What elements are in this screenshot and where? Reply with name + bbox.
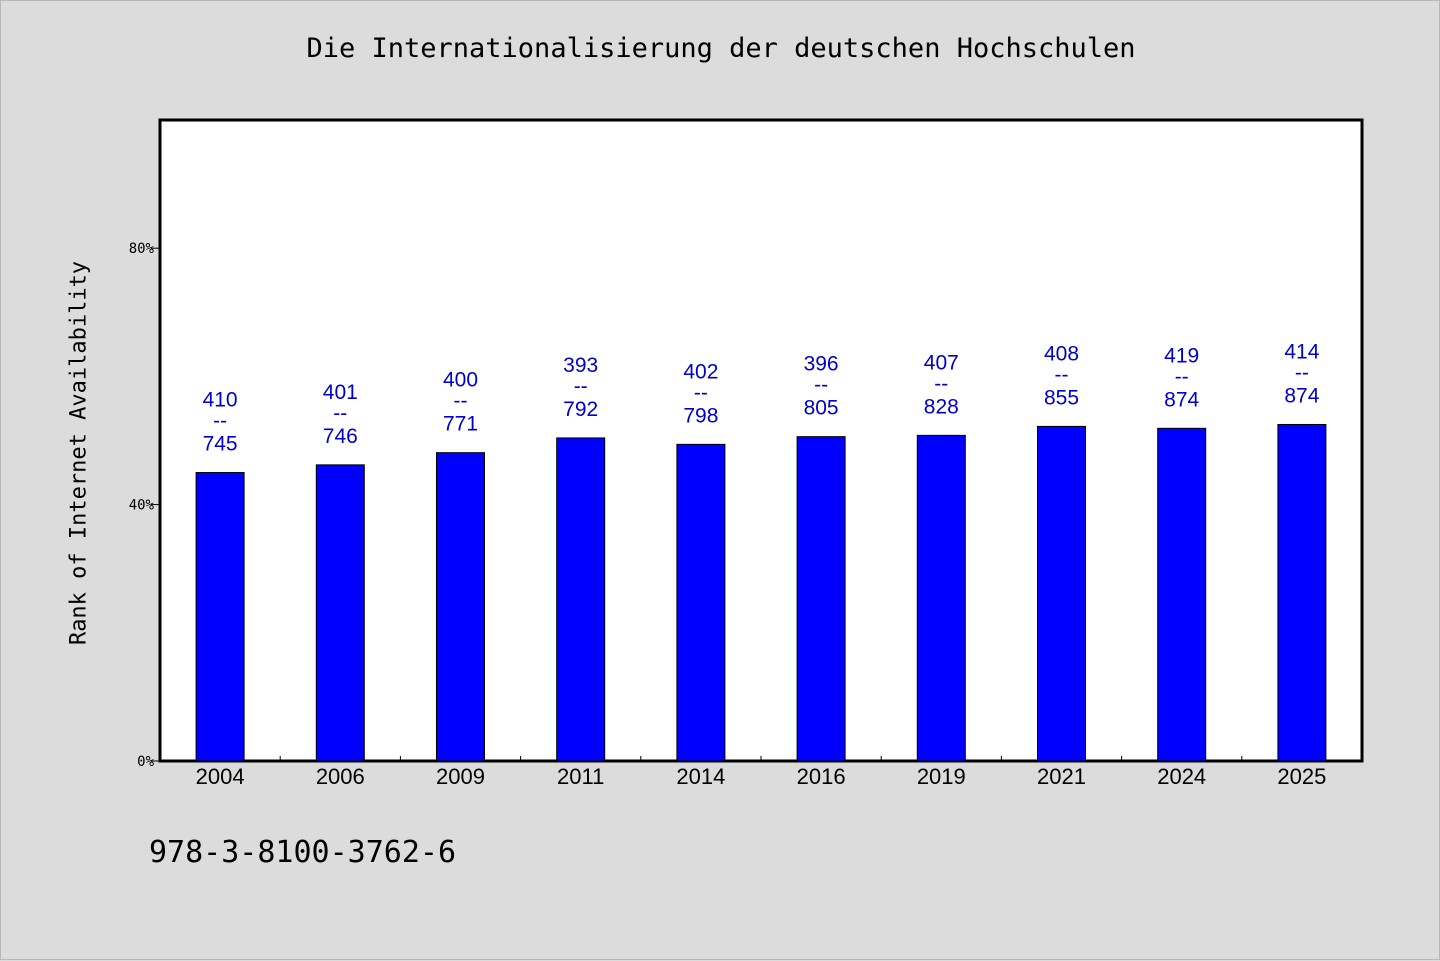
x-tick-label: 2024	[1157, 764, 1206, 789]
data-label-separator: --	[1055, 363, 1069, 386]
data-label-bottom: 792	[563, 398, 598, 421]
x-tick-label: 2014	[676, 764, 725, 789]
data-label-bottom: 874	[1164, 388, 1199, 411]
data-label-top: 396	[804, 353, 839, 376]
data-label-bottom: 798	[683, 404, 718, 427]
data-label-separator: --	[1295, 361, 1309, 384]
x-axis: 2004 2006 2009 2011 2014 2016 2019 2021 2024 2025	[196, 756, 1326, 789]
bar	[1037, 425, 1086, 762]
data-labels: 410--745401--746400--771393--792402--798…	[203, 340, 1320, 455]
data-label-separator: --	[213, 410, 227, 433]
data-label-separator: --	[454, 390, 468, 413]
data-label-bottom: 805	[804, 397, 839, 420]
bar	[315, 464, 365, 762]
data-label-bottom: 855	[1044, 386, 1079, 409]
x-tick-label: 2006	[316, 764, 365, 789]
data-label-separator: --	[333, 402, 347, 425]
chart-title: Die Internationalisierung der deutschen …	[306, 33, 1136, 64]
x-tick-label: 2021	[1037, 764, 1086, 789]
bar	[195, 472, 245, 762]
y-tick-label: 40%	[129, 498, 155, 514]
data-label-bottom: 745	[203, 433, 238, 456]
bar-series	[195, 423, 1327, 762]
x-tick-label: 2009	[436, 764, 485, 789]
data-label-top: 402	[683, 360, 718, 383]
isbn-text: 978-3-8100-3762-6	[149, 835, 457, 870]
data-label-separator: --	[694, 381, 708, 404]
y-tick-label: 80%	[129, 241, 155, 257]
data-label-bottom: 746	[323, 425, 358, 448]
y-tick-label: 0%	[137, 754, 154, 770]
data-label-top: 393	[563, 354, 598, 377]
x-tick-label: 2025	[1277, 764, 1326, 789]
data-label-top: 408	[1044, 342, 1079, 365]
bar	[1157, 427, 1207, 762]
bar	[676, 443, 726, 762]
data-label-top: 407	[924, 351, 959, 374]
x-tick-label: 2019	[917, 764, 966, 789]
data-label-separator: --	[574, 375, 588, 398]
x-tick-label: 2004	[196, 764, 245, 789]
y-axis: 0% 40% 80%	[129, 241, 160, 770]
x-tick-label: 2011	[557, 764, 604, 789]
bar	[796, 436, 846, 762]
bar	[1277, 423, 1327, 762]
data-label-bottom: 828	[924, 395, 959, 418]
bar	[436, 452, 485, 762]
data-label-separator: --	[1175, 365, 1189, 388]
data-label-separator: --	[934, 372, 948, 395]
data-label-bottom: 874	[1284, 384, 1319, 407]
data-label-top: 419	[1164, 344, 1199, 367]
data-label-top: 410	[203, 389, 238, 412]
data-label-bottom: 771	[443, 413, 478, 436]
x-tick-label: 2016	[797, 764, 846, 789]
data-label-top: 401	[323, 381, 358, 404]
data-label-top: 414	[1284, 340, 1319, 363]
data-label-top: 400	[443, 369, 478, 392]
bar	[556, 437, 606, 762]
bar	[916, 434, 966, 762]
data-label-separator: --	[814, 374, 828, 397]
